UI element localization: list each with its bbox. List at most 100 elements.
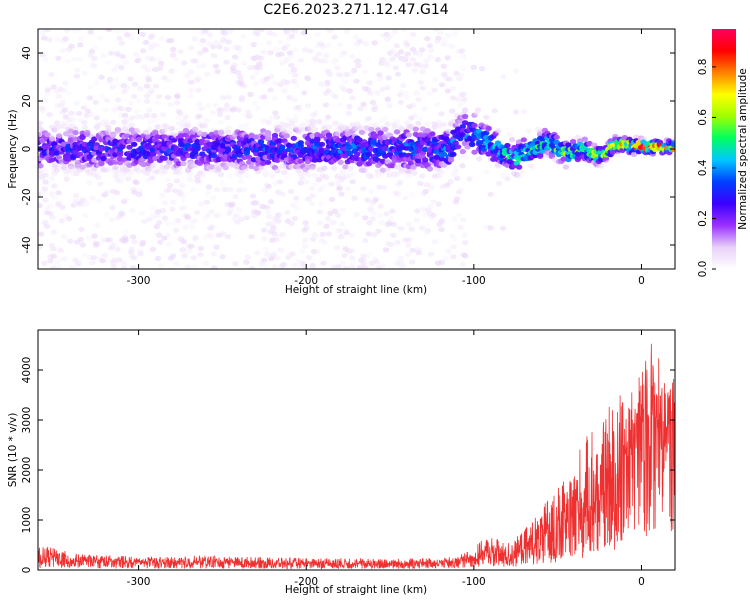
spectrogram-cell bbox=[170, 220, 177, 227]
spectrogram-cell bbox=[404, 251, 412, 258]
spectrogram-cell bbox=[495, 180, 503, 186]
spectrogram-cell bbox=[311, 157, 319, 163]
spectrogram-cell bbox=[354, 58, 362, 64]
x-tick-label: 0 bbox=[638, 576, 645, 588]
spectrogram-cell bbox=[262, 80, 269, 86]
spectrogram-cell bbox=[408, 226, 415, 232]
spectrogram-cell bbox=[275, 218, 282, 224]
spectrogram-cell bbox=[382, 126, 389, 132]
spectrogram-cell bbox=[176, 188, 184, 194]
spectrogram-cell bbox=[82, 212, 89, 218]
spectrogram-cell bbox=[371, 106, 378, 113]
spectrogram-cell bbox=[232, 213, 240, 219]
spectrogram-cell bbox=[60, 141, 67, 147]
spectrogram-cell bbox=[278, 144, 286, 150]
spectrogram-cell bbox=[68, 43, 75, 49]
spectrogram-cell bbox=[149, 175, 156, 181]
spectrogram-cell bbox=[55, 190, 62, 196]
spectrogram-cell bbox=[343, 71, 350, 78]
spectrogram-cell bbox=[181, 253, 188, 259]
spectrogram-cell bbox=[180, 239, 188, 245]
spectrogram-cell bbox=[370, 210, 378, 216]
spectrogram-cell bbox=[330, 165, 338, 171]
spectrogram-cell bbox=[384, 121, 391, 127]
spectrogram-cell bbox=[266, 214, 273, 220]
spectrogram-cell bbox=[281, 88, 288, 94]
spectrogram-cell bbox=[66, 117, 73, 123]
spectrogram-cell bbox=[118, 40, 126, 46]
spectrogram-cell bbox=[46, 112, 53, 118]
spectrogram-cell bbox=[217, 119, 225, 125]
spectrogram-cell bbox=[187, 93, 195, 99]
spectrogram-cell bbox=[500, 225, 507, 231]
spectrogram-cell bbox=[325, 114, 332, 120]
spectrogram-cell bbox=[60, 233, 68, 240]
spectrogram-cell bbox=[187, 79, 195, 85]
spectrogram-cell bbox=[237, 178, 245, 184]
spectrogram-cell bbox=[272, 110, 279, 116]
spectrogram-cell bbox=[454, 144, 462, 150]
spectrogram-cell bbox=[67, 163, 75, 170]
spectrogram-cell bbox=[405, 62, 412, 68]
spectrogram-cell bbox=[337, 121, 344, 127]
spectrogram-cell bbox=[103, 97, 110, 103]
spectrogram-cell bbox=[291, 215, 298, 222]
spectrogram-cell bbox=[445, 164, 452, 171]
spectrogram-cell bbox=[377, 76, 384, 82]
spectrogram-cell bbox=[271, 96, 279, 102]
spectrogram-cell bbox=[417, 79, 424, 85]
spectrogram-cell bbox=[363, 197, 370, 203]
spectrogram-cell bbox=[424, 36, 431, 42]
spectrogram-cell bbox=[375, 266, 383, 269]
spectrogram-cell bbox=[369, 99, 377, 105]
spectrogram-cell bbox=[355, 63, 362, 69]
spectrogram-cell bbox=[323, 223, 330, 229]
spectrogram-cell bbox=[449, 95, 457, 101]
spectrogram-cell bbox=[127, 76, 134, 82]
spectrogram-cell bbox=[235, 107, 242, 113]
spectrogram-cell bbox=[268, 115, 275, 121]
spectrogram-cell bbox=[339, 169, 347, 175]
spectrogram-cell bbox=[76, 110, 83, 116]
spectrogram-cell bbox=[328, 219, 335, 225]
spectrogram-cell bbox=[129, 234, 137, 240]
spectrogram-cell bbox=[332, 120, 340, 126]
colorbar-tick-label: 0.4 bbox=[697, 159, 709, 176]
spectrogram-cell bbox=[444, 41, 451, 48]
spectrogram-cell bbox=[93, 115, 100, 121]
spectrogram-cell bbox=[123, 32, 131, 38]
spectrogram-cell bbox=[175, 120, 182, 126]
spectrogram-cell bbox=[283, 173, 290, 179]
spectrogram-cell bbox=[379, 158, 387, 164]
spectrogram-cell bbox=[175, 115, 182, 121]
spectrogram-cell bbox=[449, 108, 456, 114]
spectrogram-cell bbox=[438, 217, 446, 223]
spectrogram-cell bbox=[251, 100, 259, 106]
spectrogram-cell bbox=[398, 126, 405, 132]
spectrogram-cell bbox=[470, 64, 477, 70]
spectrogram-cell bbox=[367, 205, 374, 211]
spectrogram-cell bbox=[560, 156, 567, 162]
spectrogram-cell bbox=[131, 93, 138, 99]
spectrogram-cell bbox=[262, 172, 269, 178]
spectrogram-cell bbox=[471, 149, 478, 155]
spectrogram-cell bbox=[397, 179, 404, 186]
spectrogram-cell bbox=[161, 75, 168, 81]
spectrogram-cell bbox=[80, 105, 88, 111]
spectrogram-cell bbox=[419, 69, 426, 75]
spectrogram-cell bbox=[139, 31, 146, 37]
spectrogram-cell bbox=[411, 67, 418, 73]
spectrogram-cell bbox=[382, 115, 389, 121]
spectrogram-cell bbox=[520, 108, 528, 115]
spectrogram-cell bbox=[403, 94, 411, 100]
spectrogram-cell bbox=[324, 215, 332, 221]
spectrogram-cell bbox=[123, 85, 131, 91]
spectrogram-cell bbox=[132, 51, 140, 57]
spectrogram-cell bbox=[386, 172, 393, 178]
spectrogram-cell bbox=[44, 29, 51, 33]
spectrogram-cell bbox=[316, 119, 323, 125]
spectrogram-cell bbox=[515, 164, 523, 170]
spectrogram-cell bbox=[337, 72, 344, 78]
spectrogram-cell bbox=[451, 216, 458, 222]
spectrogram-cell bbox=[328, 29, 335, 32]
